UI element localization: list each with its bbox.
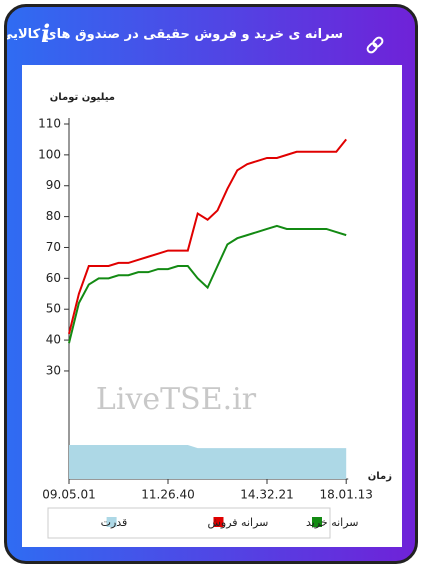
line — [68, 224, 347, 344]
y-tick-label: 80 — [46, 209, 61, 223]
legend-swatch — [312, 517, 322, 527]
legend-label: سرانه خرید — [306, 516, 359, 529]
legend — [47, 507, 331, 539]
y-tick-label: 30 — [46, 363, 61, 377]
y-tick-label: 40 — [46, 333, 61, 347]
legend-swatch — [106, 517, 117, 527]
header-title: سرانه ی خرید و فروش حقیقی در صندوق های ک… — [4, 27, 343, 42]
info-icon[interactable]: i — [41, 19, 51, 48]
x-tick-label: 11.26.40 — [141, 488, 194, 502]
y-tick-label: 50 — [46, 302, 61, 316]
y-tick-label: 60 — [46, 271, 61, 285]
y-tick-label: 90 — [46, 178, 61, 192]
link-icon[interactable] — [7, 7, 415, 65]
line — [68, 138, 347, 335]
legend-label: سرانه فروش — [207, 516, 268, 529]
area — [69, 445, 347, 479]
legend-swatch — [213, 517, 224, 527]
legend-label: قدرت — [101, 516, 128, 529]
x-tick-label: 18.01.13 — [319, 488, 372, 502]
y-tick-label: 100 — [38, 147, 61, 161]
watermark: LiveTSE.ir — [96, 382, 257, 417]
x-axis-label: زمان — [368, 471, 392, 482]
header: i سرانه ی خرید و فروش حقیقی در صندوق های… — [7, 7, 415, 65]
y-axis-label: میلیون تومان — [50, 92, 115, 103]
y-tick-label: 110 — [38, 117, 61, 131]
y-tick-label: 70 — [46, 240, 61, 254]
x-tick-label: 09.05.01 — [42, 488, 95, 502]
x-tick-label: 14.32.21 — [240, 488, 293, 502]
